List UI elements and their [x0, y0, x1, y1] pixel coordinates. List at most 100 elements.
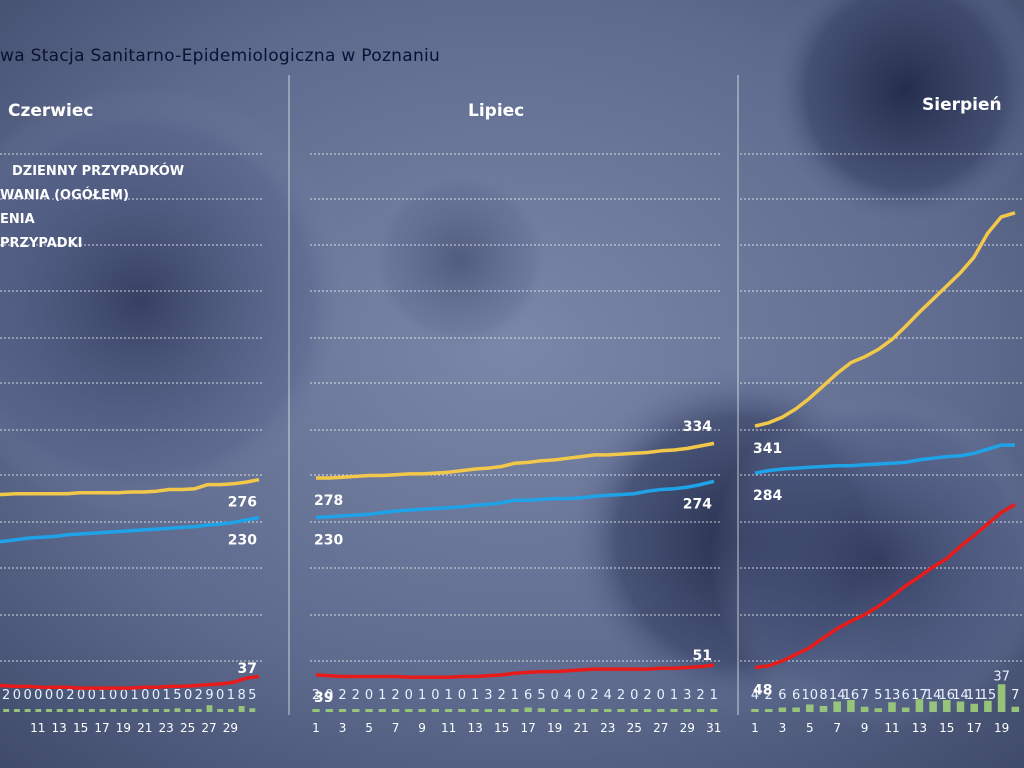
daily-bar [325, 709, 333, 712]
series-start-label: 48 [753, 682, 772, 698]
bar-value-label: 2 [590, 688, 598, 703]
bar-value-label: 16 [843, 688, 860, 703]
series-end-label: 334 [683, 419, 712, 435]
series-end-label: 37 [238, 661, 257, 677]
daily-bar [915, 699, 924, 712]
x-tick-label: 25 [180, 721, 195, 735]
bar-value-label: 0 [431, 688, 439, 703]
bar-value-label: 2 [643, 688, 651, 703]
bar-value-label: 0 [23, 688, 31, 703]
bar-value-label: 8 [819, 688, 827, 703]
daily-bar [471, 709, 479, 712]
x-tick-label: 19 [547, 721, 562, 735]
x-tick-label: 25 [627, 721, 642, 735]
bar-value-label: 2 [391, 688, 399, 703]
daily-bar [551, 709, 559, 712]
x-tick-label: 3 [339, 721, 347, 735]
daily-bar [497, 709, 506, 712]
bar-value-label: 0 [325, 688, 333, 703]
bar-value-label: 0 [56, 688, 64, 703]
bar-value-label: 4 [751, 688, 759, 703]
daily-bar [901, 707, 910, 712]
daily-bar [249, 708, 256, 712]
bar-value-label: 1 [444, 688, 452, 703]
daily-bar [99, 709, 106, 712]
header-title: wa Stacja Sanitarno-Epidemiologiczna w P… [0, 46, 441, 66]
x-tick-label: 17 [94, 721, 109, 735]
bar-value-label: 14 [925, 688, 942, 703]
daily-bar [174, 708, 181, 712]
month-title-lipiec: Lipiec [468, 101, 525, 121]
daily-bar [888, 702, 896, 712]
x-tick-label: 9 [861, 721, 869, 735]
bar-value-label: 14 [829, 688, 846, 703]
x-tick-label: 11 [441, 721, 456, 735]
bar-value-label: 15 [980, 688, 997, 703]
x-tick-label: 13 [467, 721, 482, 735]
daily-bar [643, 709, 652, 712]
bar-value-label: 4 [564, 688, 572, 703]
daily-bar [833, 701, 841, 712]
daily-bar [806, 704, 814, 712]
daily-bar [860, 706, 869, 712]
daily-bar [431, 709, 439, 712]
bar-value-label: 0 [184, 688, 192, 703]
x-tick-label: 15 [494, 721, 509, 735]
bar-value-label: 2 [312, 688, 320, 703]
daily-bar [88, 709, 95, 712]
bar-value-label: 16 [939, 688, 956, 703]
yellow-series-line [0, 477, 260, 497]
yellow-series-line [754, 211, 1016, 428]
daily-bar [764, 709, 773, 712]
x-tick-label: 19 [116, 721, 131, 735]
daily-bar [312, 709, 320, 712]
daily-bar [847, 700, 855, 712]
series-start-label: 341 [753, 441, 782, 457]
bar-value-label: 0 [365, 688, 373, 703]
bar-value-label: 11 [966, 688, 983, 703]
x-tick-label: 29 [223, 721, 238, 735]
daily-bar [484, 709, 493, 712]
daily-bar [338, 709, 347, 712]
daily-bar [217, 709, 224, 712]
x-tick-label: 5 [806, 721, 814, 735]
daily-bar [577, 709, 585, 712]
daily-bar [67, 709, 74, 712]
blue-series-line [754, 443, 1015, 475]
x-tick-label: 11 [884, 721, 899, 735]
daily-bar [458, 709, 466, 712]
month-title-czerwiec: Czerwiec [8, 101, 94, 121]
daily-bar [3, 709, 10, 712]
daily-bar [352, 709, 360, 712]
daily-bar [238, 706, 245, 712]
daily-bar [537, 708, 546, 712]
daily-bar [670, 709, 678, 712]
series-start-label: 230 [314, 533, 343, 549]
daily-bar [153, 709, 159, 712]
daily-bar [195, 709, 202, 712]
bar-value-label: 10 [802, 688, 819, 703]
bar-value-label: 1 [163, 688, 171, 703]
daily-bar [696, 709, 705, 712]
x-tick-label: 23 [600, 721, 615, 735]
bar-value-label: 0 [551, 688, 559, 703]
daily-bar [120, 709, 127, 712]
daily-bar [142, 709, 149, 712]
x-tick-label: 7 [392, 721, 400, 735]
x-tick-label: 15 [73, 721, 88, 735]
bar-value-label: 2 [66, 688, 74, 703]
bar-value-label: 0 [109, 688, 117, 703]
bar-value-label: 2 [338, 688, 346, 703]
x-tick-label: 21 [137, 721, 152, 735]
daily-bar [590, 709, 599, 712]
bar-value-label: 0 [13, 688, 21, 703]
daily-bar [131, 709, 138, 712]
x-tick-label: 7 [833, 721, 841, 735]
daily-bar [110, 709, 117, 712]
bar-value-label: 1 [670, 688, 678, 703]
bar-value-label: 0 [45, 688, 53, 703]
blue-series-line [315, 479, 715, 520]
daily-bar [524, 707, 532, 712]
bar-value-label: 0 [577, 688, 585, 703]
yellow-series-line [316, 441, 715, 480]
